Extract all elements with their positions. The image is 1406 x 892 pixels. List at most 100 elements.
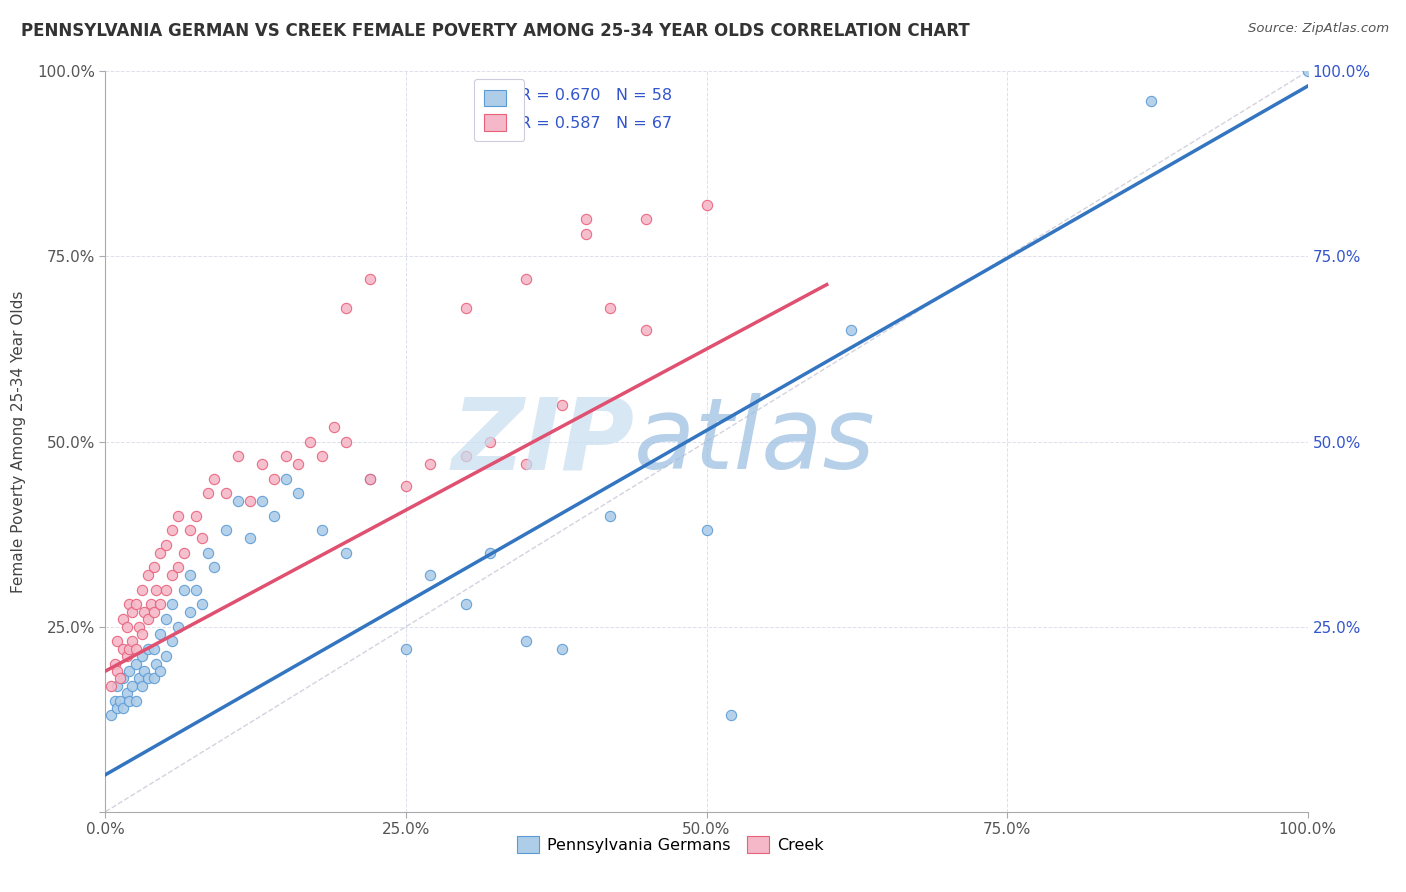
Point xyxy=(515,634,537,648)
Point xyxy=(696,524,718,538)
Point xyxy=(311,524,333,538)
Point xyxy=(226,450,249,464)
Point xyxy=(136,612,159,626)
Point xyxy=(118,694,141,708)
Point xyxy=(190,531,212,545)
Point xyxy=(160,634,183,648)
Point xyxy=(112,701,135,715)
Point xyxy=(575,212,598,227)
Point xyxy=(131,649,153,664)
Point xyxy=(287,457,309,471)
Point xyxy=(599,301,621,316)
Point xyxy=(575,227,598,242)
Point xyxy=(128,619,150,633)
Point xyxy=(108,672,131,686)
Point xyxy=(136,672,159,686)
Point xyxy=(395,479,418,493)
Point xyxy=(197,546,219,560)
Point xyxy=(454,598,477,612)
Point xyxy=(108,694,131,708)
Point xyxy=(335,434,357,449)
Point xyxy=(359,271,381,285)
Point xyxy=(274,471,297,485)
Point xyxy=(179,605,201,619)
Point xyxy=(107,664,129,678)
Text: atlas: atlas xyxy=(634,393,876,490)
Point xyxy=(124,641,146,656)
Text: PENNSYLVANIA GERMAN VS CREEK FEMALE POVERTY AMONG 25-34 YEAR OLDS CORRELATION CH: PENNSYLVANIA GERMAN VS CREEK FEMALE POVE… xyxy=(21,22,970,40)
Point xyxy=(142,672,165,686)
Point xyxy=(454,450,477,464)
Point xyxy=(115,619,138,633)
Point xyxy=(107,634,129,648)
Point xyxy=(121,634,143,648)
Point xyxy=(148,627,170,641)
Point xyxy=(287,486,309,500)
Point xyxy=(100,708,122,723)
Point xyxy=(1140,94,1163,108)
Point xyxy=(107,679,129,693)
Point xyxy=(132,605,155,619)
Point xyxy=(155,612,177,626)
Point xyxy=(155,649,177,664)
Point xyxy=(239,531,262,545)
Point xyxy=(636,324,658,338)
Point xyxy=(395,641,418,656)
Point xyxy=(298,434,321,449)
Point xyxy=(239,493,262,508)
Legend: Pennsylvania Germans, Creek: Pennsylvania Germans, Creek xyxy=(510,830,830,859)
Point xyxy=(132,664,155,678)
Point xyxy=(136,567,159,582)
Point xyxy=(419,457,441,471)
Point xyxy=(173,582,195,597)
Point xyxy=(263,508,285,523)
Point xyxy=(104,694,127,708)
Point xyxy=(121,679,143,693)
Point xyxy=(148,546,170,560)
Point xyxy=(184,508,207,523)
Point xyxy=(839,324,862,338)
Text: R = 0.670   N = 58: R = 0.670 N = 58 xyxy=(520,87,672,103)
Point xyxy=(720,708,742,723)
Point xyxy=(454,301,477,316)
Point xyxy=(166,619,188,633)
Point xyxy=(148,664,170,678)
Point xyxy=(250,457,273,471)
Point xyxy=(139,598,162,612)
Point xyxy=(696,197,718,211)
Point xyxy=(322,419,344,434)
Point xyxy=(263,471,285,485)
Point xyxy=(115,686,138,700)
Point xyxy=(124,657,146,671)
Point xyxy=(145,657,167,671)
Point xyxy=(121,605,143,619)
Point xyxy=(118,598,141,612)
Point xyxy=(214,486,236,500)
Point xyxy=(124,694,146,708)
Point xyxy=(160,598,183,612)
Point xyxy=(142,605,165,619)
Y-axis label: Female Poverty Among 25-34 Year Olds: Female Poverty Among 25-34 Year Olds xyxy=(11,291,25,592)
Point xyxy=(155,538,177,552)
Point xyxy=(100,679,122,693)
Point xyxy=(599,508,621,523)
Point xyxy=(131,679,153,693)
Point xyxy=(184,582,207,597)
Point xyxy=(1296,64,1319,78)
Point xyxy=(202,471,225,485)
Point xyxy=(250,493,273,508)
Point xyxy=(214,524,236,538)
Point xyxy=(515,457,537,471)
Point xyxy=(335,301,357,316)
Point xyxy=(142,560,165,574)
Point xyxy=(148,598,170,612)
Point xyxy=(136,641,159,656)
Point xyxy=(155,582,177,597)
Point xyxy=(335,546,357,560)
Point xyxy=(124,598,146,612)
Point xyxy=(179,524,201,538)
Point xyxy=(636,212,658,227)
Point xyxy=(145,582,167,597)
Point xyxy=(359,471,381,485)
Point xyxy=(128,672,150,686)
